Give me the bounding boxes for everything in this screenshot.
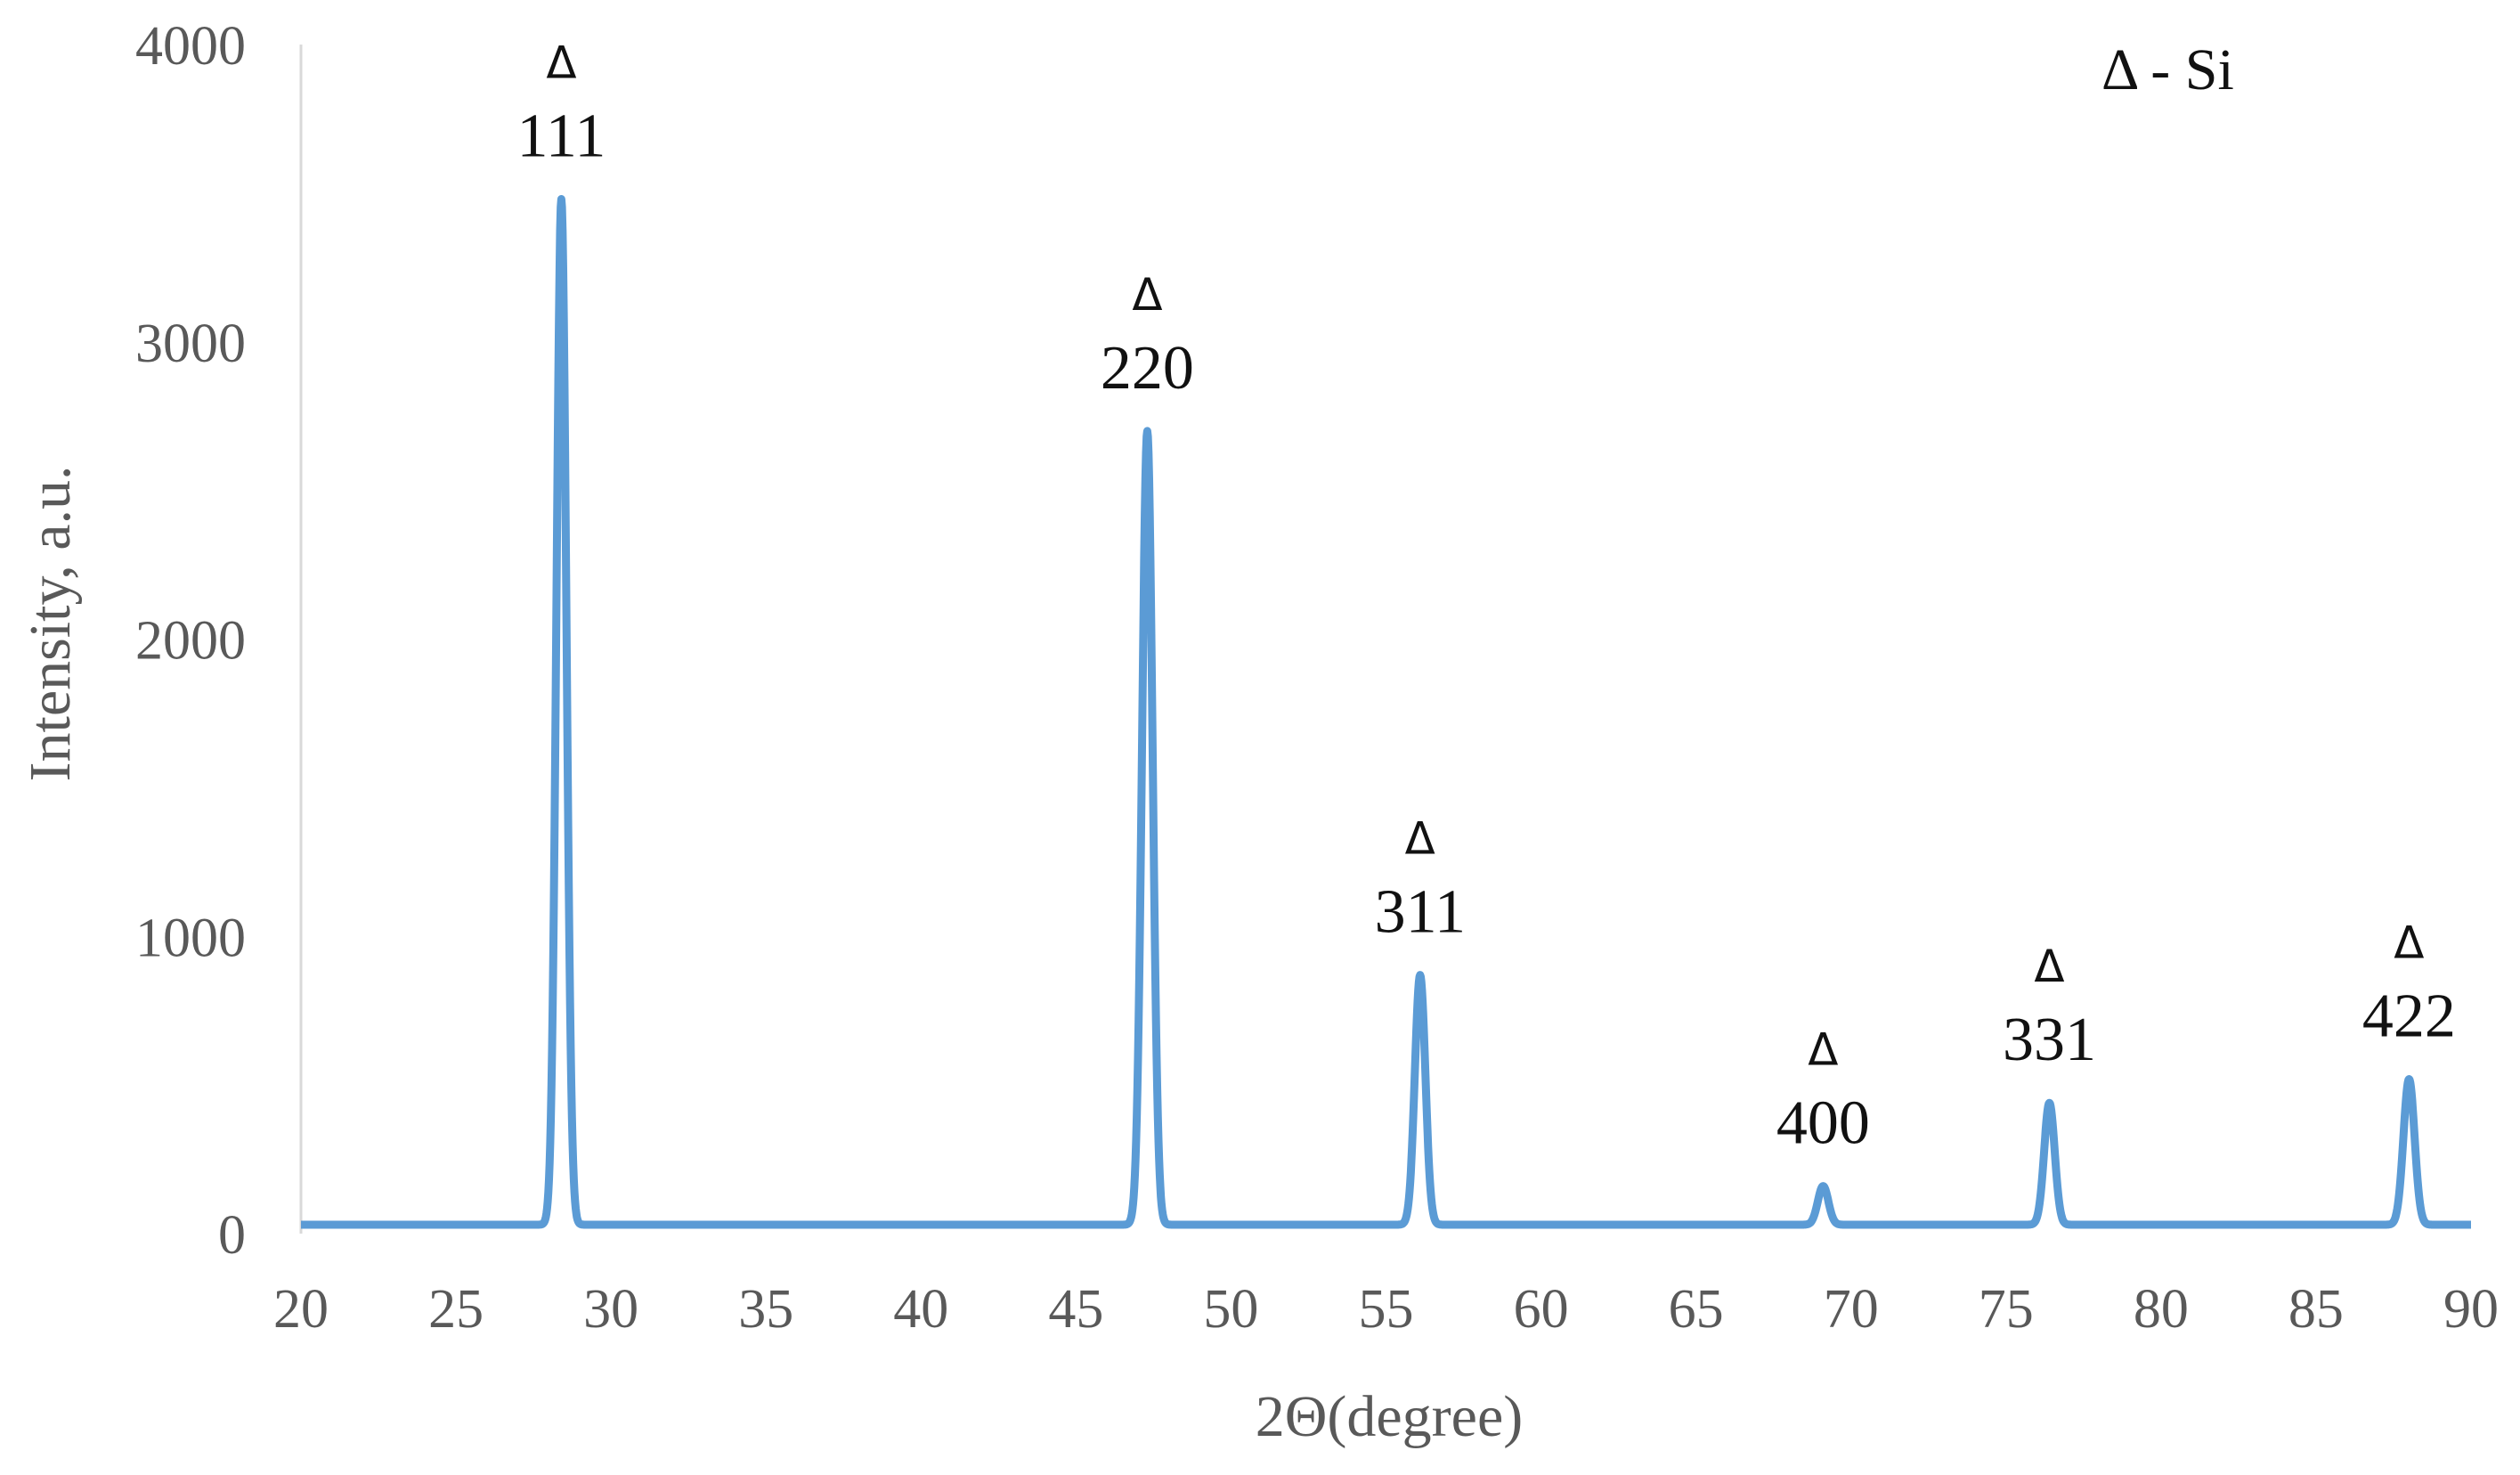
x-tick-label: 55 <box>1359 1279 1414 1340</box>
x-tick-label: 35 <box>738 1279 793 1340</box>
peak-label: 111 <box>517 102 606 171</box>
x-tick-label: 80 <box>2134 1279 2189 1340</box>
y-tick-label: 1000 <box>135 908 246 968</box>
annotation-layer: 111 Δ 220 Δ 311 Δ 400 Δ 331 Δ 422 Δ <box>517 37 2456 1158</box>
x-tick-label: 45 <box>1048 1279 1103 1340</box>
xrd-series-line <box>297 195 2475 1229</box>
peak-marker: Δ <box>1808 1024 1838 1076</box>
y-tick-label: 2000 <box>135 611 246 672</box>
x-tick-label: 75 <box>1979 1279 2034 1340</box>
y-axis-title: Intensity, a.u. <box>18 466 83 782</box>
y-tick-label: 4000 <box>135 16 246 77</box>
series-layer <box>297 195 2475 1229</box>
peak-label: 220 <box>1101 334 1194 403</box>
x-tick-label: 85 <box>2288 1279 2344 1340</box>
peak-label: 311 <box>1375 878 1466 947</box>
x-tick-label: 90 <box>2443 1279 2499 1340</box>
peak-marker: Δ <box>546 37 576 89</box>
peak-marker: Δ <box>1132 269 1162 321</box>
peak-marker: Δ <box>2034 941 2064 992</box>
peak-marker: Δ <box>2394 917 2424 968</box>
peak-label: 400 <box>1776 1089 1870 1158</box>
x-axis-title: 2Θ(degree) <box>1256 1384 1523 1449</box>
peak-label: 422 <box>2362 982 2456 1050</box>
x-tick-label: 65 <box>1669 1279 1724 1340</box>
x-tick-label: 25 <box>428 1279 484 1340</box>
x-tick-label: 30 <box>583 1279 638 1340</box>
x-tick-label: 70 <box>1824 1279 1879 1340</box>
axes-layer: 0 1000 2000 3000 4000 20 25 30 35 40 45 50 55 60 65 70 7… <box>135 16 2499 1340</box>
x-tick-label: 40 <box>893 1279 948 1340</box>
x-tick-label: 50 <box>1203 1279 1258 1340</box>
x-tick-label: 20 <box>273 1279 329 1340</box>
x-tick-label: 60 <box>1514 1279 1569 1340</box>
peak-label: 331 <box>2003 1006 2096 1074</box>
y-tick-label: 0 <box>218 1205 246 1266</box>
legend-text: Δ - Si <box>2101 37 2234 102</box>
peak-marker: Δ <box>1405 813 1435 865</box>
y-tick-label: 3000 <box>135 314 246 374</box>
